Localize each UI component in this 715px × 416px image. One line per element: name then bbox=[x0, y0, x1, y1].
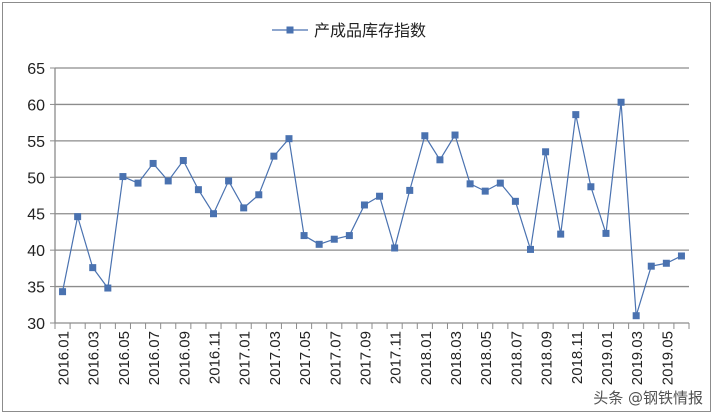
data-point bbox=[164, 177, 172, 185]
data-point bbox=[542, 148, 550, 156]
data-point bbox=[240, 204, 248, 212]
y-tick-label: 35 bbox=[27, 280, 45, 297]
data-point bbox=[466, 180, 474, 188]
y-tick-label: 65 bbox=[27, 61, 45, 78]
data-point bbox=[451, 131, 459, 139]
x-tick-label: 2017.03 bbox=[267, 331, 284, 385]
data-point bbox=[421, 132, 429, 140]
x-tick-label: 2016.07 bbox=[146, 331, 163, 385]
data-point bbox=[330, 235, 338, 243]
data-point bbox=[527, 245, 534, 253]
y-tick-label: 45 bbox=[27, 207, 45, 224]
x-tick-label: 2016.09 bbox=[176, 331, 193, 385]
data-point bbox=[345, 232, 353, 240]
data-point bbox=[617, 98, 625, 106]
data-point bbox=[270, 152, 278, 160]
x-tick-label: 2017.01 bbox=[237, 331, 254, 385]
x-tick-label: 2016.03 bbox=[86, 331, 103, 385]
data-point bbox=[436, 156, 444, 164]
x-tick-label: 2019.03 bbox=[629, 331, 646, 385]
y-tick-label: 30 bbox=[27, 316, 45, 333]
data-point bbox=[74, 213, 82, 221]
x-tick-label: 2019.05 bbox=[659, 331, 676, 385]
data-point bbox=[391, 244, 399, 252]
x-tick-label: 2018.05 bbox=[478, 331, 495, 385]
x-tick-label: 2017.07 bbox=[327, 331, 344, 385]
x-tick-label: 2018.03 bbox=[448, 331, 465, 385]
y-tick-label: 55 bbox=[27, 134, 45, 151]
x-tick-label: 2016.11 bbox=[207, 331, 224, 384]
data-point bbox=[315, 240, 323, 248]
data-point bbox=[210, 210, 217, 218]
x-tick-label: 2017.09 bbox=[357, 331, 374, 385]
x-tick-label: 2019.01 bbox=[599, 331, 616, 385]
data-point bbox=[360, 201, 368, 209]
data-point bbox=[406, 186, 414, 194]
data-point bbox=[557, 230, 565, 238]
data-point bbox=[255, 191, 263, 199]
data-point bbox=[496, 179, 504, 187]
chart-frame bbox=[2, 2, 711, 412]
data-point bbox=[632, 312, 640, 320]
data-point bbox=[300, 232, 308, 240]
data-point bbox=[481, 187, 489, 195]
y-tick-label: 60 bbox=[27, 97, 45, 114]
data-point bbox=[662, 259, 670, 267]
data-point bbox=[134, 179, 142, 187]
x-tick-label: 2018.07 bbox=[508, 331, 525, 385]
data-point bbox=[602, 229, 610, 237]
data-point bbox=[225, 177, 233, 185]
data-point bbox=[511, 197, 519, 205]
data-point bbox=[647, 262, 655, 270]
y-tick-label: 40 bbox=[27, 243, 45, 260]
watermark: 头条 @钢铁情报 bbox=[593, 389, 703, 407]
data-point bbox=[376, 192, 384, 200]
data-point bbox=[119, 173, 127, 181]
x-tick-label: 2018.09 bbox=[539, 331, 556, 385]
x-tick-label: 2016.01 bbox=[56, 331, 73, 385]
data-point bbox=[149, 159, 157, 167]
x-tick-label: 2016.05 bbox=[116, 331, 133, 385]
x-tick-label: 2017.11 bbox=[388, 331, 405, 384]
x-tick-label: 2018.11 bbox=[569, 331, 586, 384]
data-point bbox=[194, 186, 202, 194]
legend-label: 产成品库存指数 bbox=[314, 21, 426, 40]
y-tick-label: 50 bbox=[27, 170, 45, 187]
data-point bbox=[285, 135, 293, 143]
data-point bbox=[104, 284, 112, 292]
x-tick-label: 2018.01 bbox=[418, 331, 435, 385]
data-point bbox=[59, 288, 67, 296]
data-point bbox=[677, 252, 685, 260]
data-point bbox=[587, 183, 595, 191]
data-point bbox=[179, 157, 187, 165]
series-line bbox=[61, 102, 682, 316]
data-point bbox=[89, 264, 97, 272]
data-point bbox=[572, 111, 580, 119]
x-tick-label: 2017.05 bbox=[297, 331, 314, 385]
legend-marker bbox=[286, 26, 294, 34]
